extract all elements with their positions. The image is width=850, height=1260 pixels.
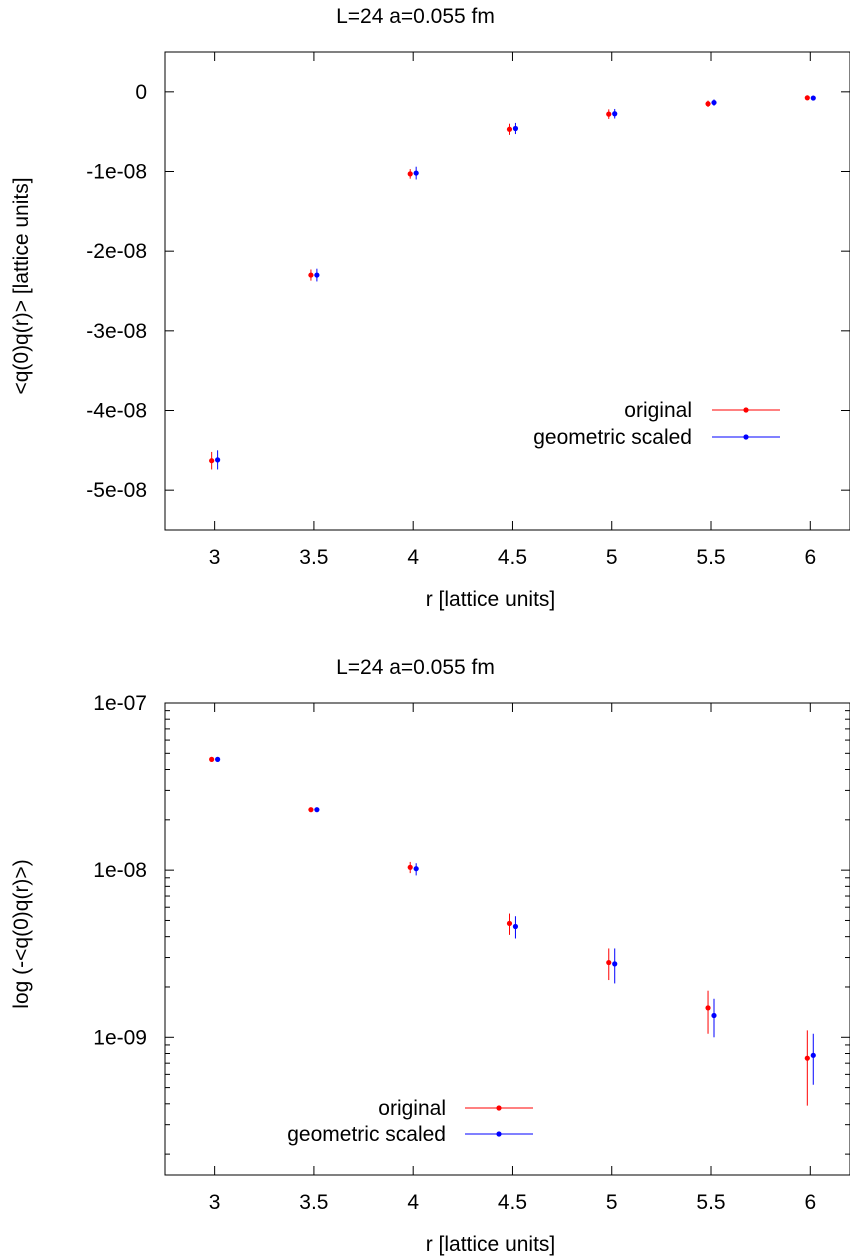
data-point [215, 457, 221, 463]
data-point [705, 101, 711, 107]
data-point [413, 170, 419, 176]
series-2 [215, 756, 816, 1085]
legend-label: original [378, 1097, 446, 1120]
data-point [506, 126, 513, 132]
y-tick-label: -5e-08 [86, 479, 147, 502]
plot-frame [164, 702, 850, 1176]
x-tick-label: 4.5 [498, 546, 527, 569]
x-tick-label: 3 [209, 1191, 221, 1214]
x-tick-label: 3.5 [299, 546, 328, 569]
data-point [407, 171, 413, 177]
x-tick-label: 4.5 [498, 1191, 527, 1214]
data-point [711, 99, 717, 106]
x-tick-label: 4 [407, 1191, 419, 1214]
plot-frame [164, 51, 850, 531]
chart-panel-2: L=24 a=0.055 fm 3 3.5 4 4.5 5 5.5 6 1e-07 1e-08 1e… [10, 656, 850, 1256]
y-tick-label: 1e-09 [93, 1026, 147, 1049]
x-tick-label: 5.5 [696, 1191, 725, 1214]
x-tick-label: 6 [804, 1191, 816, 1214]
y-tick-label: -4e-08 [86, 400, 147, 423]
y-tick-label: 1e-08 [93, 859, 147, 882]
legend-marker [496, 1105, 502, 1111]
x-tick-label: 3.5 [299, 1191, 328, 1214]
chart-panel-1: L=24 a=0.055 fm 3 3.5 4 4.5 5 5.5 6 0 -1e-08 -2e-0… [10, 5, 850, 611]
x-tick-label: 5 [606, 1191, 618, 1214]
data-point [612, 111, 618, 117]
data-point [804, 1055, 810, 1061]
legend-label: original [624, 399, 692, 422]
x-tick-label: 6 [804, 546, 816, 569]
data-point [314, 807, 320, 813]
x-axis-label: r [lattice units] [426, 588, 556, 611]
series-1 [209, 95, 810, 470]
data-point [506, 920, 513, 927]
data-point [512, 125, 519, 132]
chart-title: L=24 a=0.055 fm [336, 5, 495, 28]
data-point [804, 95, 810, 101]
data-point [711, 1012, 717, 1019]
x-axis-label: r [lattice units] [426, 1233, 556, 1256]
x-tick-label: 4 [407, 546, 419, 569]
y-tick-label: -1e-08 [86, 161, 147, 184]
data-point [209, 756, 215, 762]
data-point [308, 807, 314, 813]
legend-label: geometric scaled [533, 426, 692, 449]
data-point [810, 95, 816, 101]
y-tick-label: 1e-07 [93, 692, 147, 715]
legend-marker [496, 1131, 502, 1137]
data-point [606, 111, 612, 117]
series-2 [215, 95, 816, 470]
data-point [705, 1005, 711, 1011]
data-point [407, 864, 413, 870]
data-point [209, 458, 215, 464]
y-tick-label: -3e-08 [86, 320, 147, 343]
data-point [810, 1052, 816, 1058]
y-tick-label: 0 [135, 81, 147, 104]
series-1 [209, 756, 810, 1106]
x-tick-label: 5 [606, 546, 618, 569]
data-point [308, 272, 314, 278]
data-point [413, 866, 419, 872]
legend-marker [743, 434, 749, 440]
chart-title: L=24 a=0.055 fm [336, 656, 495, 679]
data-point [314, 272, 320, 278]
x-tick-label: 3 [209, 546, 221, 569]
legend-label: geometric scaled [287, 1123, 446, 1146]
data-point [606, 959, 612, 966]
y-axis-label: log (-<q(0)q(r)>) [10, 859, 33, 1008]
data-point [612, 961, 618, 967]
x-tick-label: 5.5 [696, 546, 725, 569]
data-point [512, 923, 519, 930]
y-tick-label: -2e-08 [86, 240, 147, 263]
y-axis-label: <q(0)q(r)> [lattice units] [10, 177, 33, 394]
data-point [215, 756, 221, 762]
legend-marker [743, 407, 749, 413]
